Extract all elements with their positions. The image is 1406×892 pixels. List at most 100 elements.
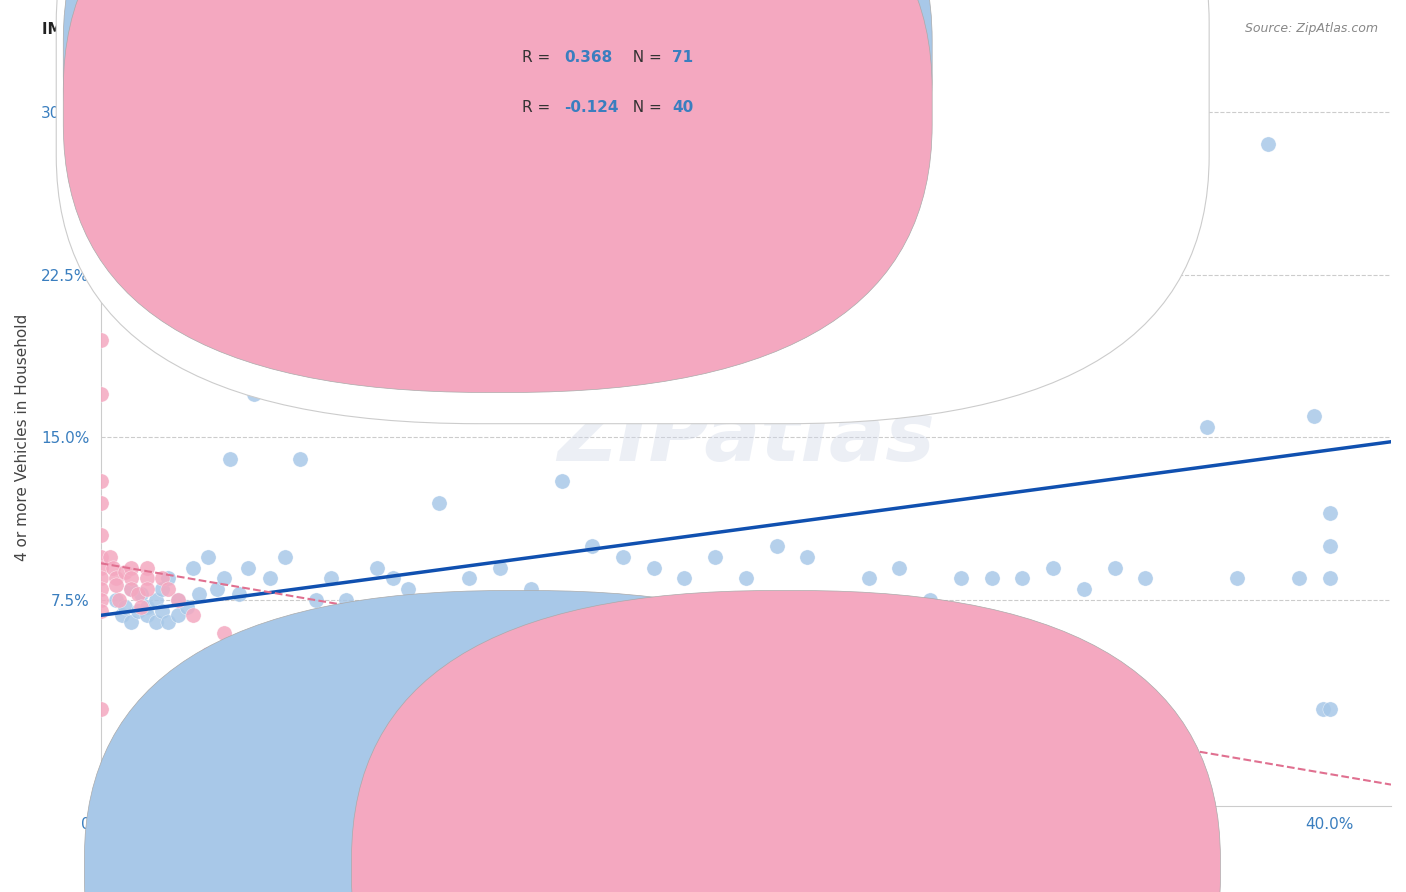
Point [197, 549, 219, 564]
Point [166, 593, 188, 607]
Point [1073, 582, 1095, 597]
Point [290, 452, 312, 467]
Point [274, 549, 297, 564]
Point [673, 571, 696, 585]
Y-axis label: 4 or more Vehicles in Household: 4 or more Vehicles in Household [15, 314, 30, 561]
Point [129, 599, 152, 614]
Point [207, 582, 229, 597]
Point [105, 578, 128, 592]
Point [427, 495, 450, 509]
Point [90, 474, 112, 488]
Point [980, 571, 1002, 585]
Point [129, 587, 152, 601]
Point [412, 695, 434, 709]
Text: R =: R = [522, 100, 555, 114]
Text: IMMIGRANTS FROM GUATEMALA VS IMMIGRANTS FROM MOLDOVA 4 OR MORE VEHICLES IN HOUSE: IMMIGRANTS FROM GUATEMALA VS IMMIGRANTS … [42, 22, 1087, 37]
Point [135, 608, 157, 623]
Point [108, 593, 131, 607]
Point [335, 593, 357, 607]
Text: ZIPatlas: ZIPatlas [557, 397, 935, 478]
Point [98, 549, 121, 564]
Point [550, 474, 572, 488]
Point [145, 615, 167, 629]
Point [90, 571, 112, 585]
Point [157, 571, 180, 585]
Point [458, 571, 481, 585]
Point [765, 539, 787, 553]
Point [305, 593, 328, 607]
Point [105, 593, 128, 607]
Point [127, 587, 149, 601]
Point [259, 658, 281, 673]
Point [259, 571, 281, 585]
Point [90, 387, 112, 401]
Point [114, 599, 136, 614]
Point [381, 571, 404, 585]
Point [243, 387, 266, 401]
Point [858, 571, 880, 585]
Point [321, 571, 343, 585]
Point [181, 560, 204, 574]
Point [1312, 701, 1334, 715]
Point [643, 560, 665, 574]
Point [1257, 137, 1279, 152]
Point [90, 560, 112, 574]
Text: Immigrants from Moldova: Immigrants from Moldova [804, 860, 1001, 874]
Text: R =: R = [522, 51, 560, 65]
Point [166, 608, 188, 623]
Point [127, 604, 149, 618]
Point [1042, 560, 1064, 574]
Point [920, 593, 942, 607]
Point [135, 560, 157, 574]
Point [1104, 560, 1126, 574]
Point [90, 549, 112, 564]
Point [212, 571, 235, 585]
Point [90, 333, 112, 347]
Point [1303, 409, 1326, 423]
Text: 0.368: 0.368 [564, 51, 612, 65]
Point [135, 582, 157, 597]
Point [734, 571, 756, 585]
Point [1011, 571, 1033, 585]
Point [145, 593, 167, 607]
Point [796, 549, 818, 564]
Point [150, 582, 173, 597]
Text: Source: ZipAtlas.com: Source: ZipAtlas.com [1244, 22, 1378, 36]
Point [105, 571, 128, 585]
Point [150, 571, 173, 585]
Point [157, 582, 180, 597]
Point [381, 686, 404, 700]
Point [1164, 192, 1187, 206]
Point [1319, 571, 1341, 585]
Text: 40: 40 [672, 100, 693, 114]
Point [90, 604, 112, 618]
Point [120, 615, 142, 629]
Point [1319, 507, 1341, 521]
Point [612, 549, 634, 564]
Point [120, 582, 142, 597]
Point [520, 582, 543, 597]
Point [458, 701, 481, 715]
Point [90, 701, 112, 715]
Point [120, 571, 142, 585]
Point [90, 593, 112, 607]
Point [218, 452, 240, 467]
Point [1226, 571, 1249, 585]
Text: -0.124: -0.124 [564, 100, 619, 114]
Point [212, 625, 235, 640]
Point [949, 571, 972, 585]
Point [704, 549, 727, 564]
Point [197, 648, 219, 662]
Point [101, 560, 124, 574]
Point [188, 587, 211, 601]
Point [135, 571, 157, 585]
Point [120, 582, 142, 597]
Text: 71: 71 [672, 51, 693, 65]
Point [489, 560, 512, 574]
Point [1195, 419, 1218, 434]
Point [90, 495, 112, 509]
Point [114, 565, 136, 579]
Point [396, 582, 419, 597]
Point [135, 599, 157, 614]
Point [366, 560, 388, 574]
